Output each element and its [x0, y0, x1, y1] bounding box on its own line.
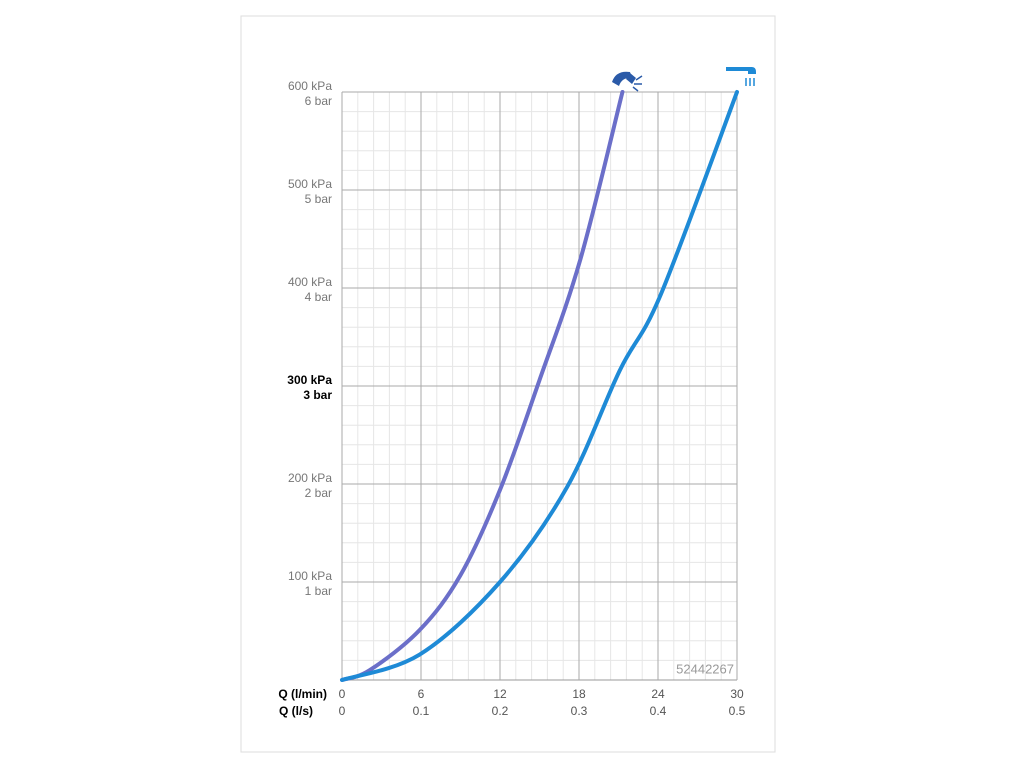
x-tick-label: 12	[493, 687, 507, 701]
x-tick-label: 6	[418, 687, 425, 701]
hand-shower-icon	[612, 71, 643, 92]
y-tick-label: 200 kPa	[288, 471, 332, 485]
y-tick-label: 100 kPa	[288, 569, 332, 583]
y2-tick-label: 1 bar	[305, 584, 332, 598]
y2-tick-label: 4 bar	[305, 290, 332, 304]
y-tick-label: 500 kPa	[288, 177, 332, 191]
y-tick-label: 400 kPa	[288, 275, 332, 289]
y-tick-label: 300 kPa	[287, 373, 332, 387]
x-tick-label: 24	[651, 687, 665, 701]
y2-tick-label: 3 bar	[303, 388, 332, 402]
x2-tick-label: 0.5	[729, 704, 746, 718]
series-line	[340, 90, 625, 682]
x2-tick-label: 0.4	[650, 704, 667, 718]
y2-tick-label: 2 bar	[305, 486, 332, 500]
y2-tick-label: 6 bar	[305, 94, 332, 108]
x-tick-label: 18	[572, 687, 586, 701]
x2-tick-label: 0.2	[492, 704, 509, 718]
x-label: Q (l/min)	[278, 687, 327, 701]
y2-tick-label: 5 bar	[305, 192, 332, 206]
frame	[240, 15, 776, 753]
annotation: 52442267	[676, 661, 734, 676]
x2-tick-label: 0	[339, 704, 346, 718]
x2-tick-label: 0.1	[413, 704, 430, 718]
x-tick-label: 30	[730, 687, 744, 701]
y-tick-label: 600 kPa	[288, 79, 332, 93]
head-shower-icon	[726, 67, 756, 86]
x-tick-label: 0	[339, 687, 346, 701]
x2-tick-label: 0.3	[571, 704, 588, 718]
grid	[341, 91, 738, 681]
series-line	[340, 90, 739, 682]
x2-label: Q (l/s)	[279, 704, 313, 718]
